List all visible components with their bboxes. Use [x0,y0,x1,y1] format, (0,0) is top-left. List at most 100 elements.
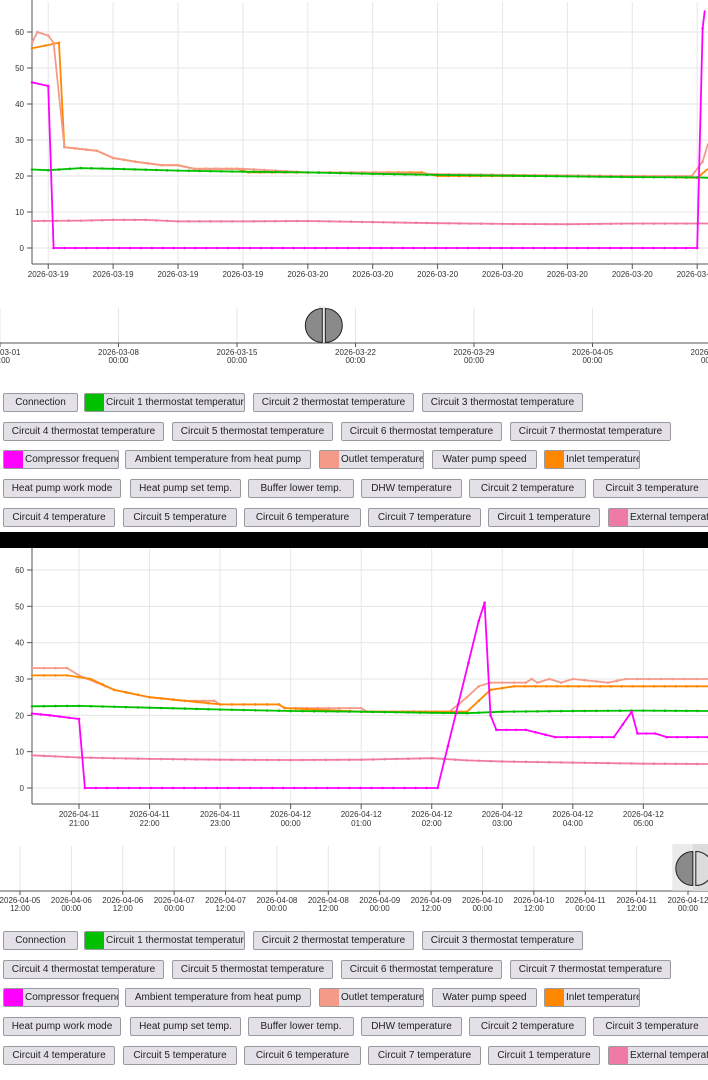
legend-toggle-circuit-2-thermostat-temperature[interactable]: Circuit 2 thermostat temperature [253,393,414,412]
legend-toggle-circuit-6-thermostat-temperature[interactable]: Circuit 6 thermostat temperature [341,421,502,441]
legend-toggle-circuit-2-temperature[interactable]: Circuit 2 temperature [469,1017,586,1037]
navigator-handle-left[interactable] [304,307,323,344]
legend-toggle-inlet-temperature[interactable]: Inlet temperature [544,450,640,470]
range-navigator-bottom[interactable]: 2026-04-0512:002026-04-0600:002026-04-06… [0,838,708,920]
legend-toggle-circuit-7-temperature[interactable]: Circuit 7 temperature [368,507,481,527]
legend-toggle-circuit-1-thermostat-temperature[interactable]: Circuit 1 thermostat temperature [84,931,245,950]
data-point [67,716,71,720]
legend-toggle-circuit-7-temperature[interactable]: Circuit 7 temperature [368,1045,481,1065]
data-point [295,170,299,174]
data-point [248,786,252,790]
data-point [218,708,222,711]
data-point [42,674,46,677]
navigator-label-date: 2026-04-08 [256,896,297,905]
legend-toggle-inlet-temperature[interactable]: Inlet temperature [544,988,640,1008]
legend-swatch [320,451,339,469]
data-point [193,786,197,790]
legend-label: Circuit 6 temperature [255,511,350,523]
data-point [30,219,34,223]
legend-toggle-compressor-frequency[interactable]: Compressor frequency [3,450,119,470]
legend-toggle-circuit-4-thermostat-temperature[interactable]: Circuit 4 thermostat temperature [3,421,164,441]
navigator-handle-left[interactable] [675,850,694,887]
legend-toggle-buffer-lower-temp[interactable]: Buffer lower temp. [248,479,354,499]
data-point [101,756,104,760]
panel-divider [0,532,708,548]
data-point [615,679,619,683]
legend-toggle-circuit-5-thermostat-temperature[interactable]: Circuit 5 thermostat temperature [172,959,333,979]
legend-toggle-circuit-6-temperature[interactable]: Circuit 6 temperature [244,507,361,527]
legend-label: Circuit 4 thermostat temperature [11,425,156,437]
navigator-label-time: 00:00 [678,904,699,913]
legend-toggle-circuit-3-thermostat-temperature[interactable]: Circuit 3 thermostat temperature [422,931,583,950]
data-point [117,246,121,250]
legend-toggle-circuit-7-thermostat-temperature[interactable]: Circuit 7 thermostat temperature [510,421,671,441]
legend-toggle-circuit-3-thermostat-temperature[interactable]: Circuit 3 thermostat temperature [422,393,583,412]
navigator-label-time: 12:00 [524,904,545,913]
legend-toggle-ambient-temperature-from-heat-pump[interactable]: Ambient temperature from heat pump [125,988,311,1008]
legend-toggle-circuit-4-temperature[interactable]: Circuit 4 temperature [3,1045,115,1065]
legend-toggle-circuit-5-thermostat-temperature[interactable]: Circuit 5 thermostat temperature [172,421,333,441]
legend-toggle-circuit-7-thermostat-temperature[interactable]: Circuit 7 thermostat temperature [510,959,671,979]
data-point [547,677,551,681]
data-point [390,246,394,250]
navigator-label-time: 00:00 [582,356,603,365]
data-point [218,758,222,761]
legend-toggle-external-temperature[interactable]: External temperature [608,1045,708,1065]
data-point [624,677,628,681]
legend-toggle-heat-pump-work-mode[interactable]: Heat pump work mode [3,479,121,499]
legend-toggle-circuit-6-temperature[interactable]: Circuit 6 temperature [244,1045,361,1065]
legend-toggle-external-temperature[interactable]: External temperature [608,507,708,527]
legend-toggle-circuit-1-thermostat-temperature[interactable]: Circuit 1 thermostat temperature [84,393,245,412]
legend-toggle-water-pump-speed[interactable]: Water pump speed [432,450,537,470]
x-tick-label-date: 2026-03-20 [482,270,523,279]
data-point [490,222,493,226]
legend-toggle-circuit-5-temperature[interactable]: Circuit 5 temperature [123,1045,237,1065]
legend-toggle-circuit-4-temperature[interactable]: Circuit 4 temperature [3,507,115,527]
range-navigator-top[interactable]: 2026-03-0100:002026-03-0800:002026-03-15… [0,290,708,372]
x-tick-label-time: 06:00 [687,279,708,280]
data-point [663,709,667,713]
data-point [436,221,439,225]
legend-toggle-compressor-frequency[interactable]: Compressor frequency [3,988,119,1008]
data-point [641,222,645,225]
data-point [571,709,575,713]
legend-toggle-connection[interactable]: Connection [3,931,78,950]
legend-toggle-outlet-temperature[interactable]: Outlet temperature [319,988,424,1008]
data-point [30,41,34,45]
legend-toggle-circuit-2-temperature[interactable]: Circuit 2 temperature [469,479,586,499]
legend-toggle-dhw-temperature[interactable]: DHW temperature [361,1017,462,1037]
legend-toggle-circuit-1-temperature[interactable]: Circuit 1 temperature [488,1045,600,1065]
legend-toggle-circuit-6-thermostat-temperature[interactable]: Circuit 6 thermostat temperature [341,959,502,979]
legend-swatch [609,1046,628,1064]
data-point [46,168,50,172]
legend-toggle-circuit-4-thermostat-temperature[interactable]: Circuit 4 thermostat temperature [3,959,164,979]
legend-toggle-heat-pump-set-temp[interactable]: Heat pump set temp. [130,1017,241,1037]
legend-toggle-heat-pump-set-temp[interactable]: Heat pump set temp. [130,479,241,499]
legend-toggle-dhw-temperature[interactable]: DHW temperature [361,479,462,499]
navigator-handle-right[interactable] [324,307,343,344]
data-point [423,246,426,250]
legend-toggle-circuit-1-temperature[interactable]: Circuit 1 temperature [488,507,600,527]
navigator-handle-right[interactable] [695,850,708,887]
data-point [642,762,645,765]
data-point [63,246,66,250]
legend-toggle-outlet-temperature[interactable]: Outlet temperature [319,450,424,470]
legend-toggle-circuit-3-temperature[interactable]: Circuit 3 temperature [593,479,708,499]
legend-toggle-heat-pump-work-mode[interactable]: Heat pump work mode [3,1017,121,1037]
data-point [566,222,569,226]
data-point [652,709,656,712]
data-point [575,246,579,250]
legend-toggle-connection[interactable]: Connection [3,393,78,412]
data-point [583,761,586,765]
data-point [165,219,169,223]
x-tick-label-time: 21:00 [103,279,124,280]
legend-toggle-buffer-lower-temp[interactable]: Buffer lower temp. [248,1017,354,1037]
data-point [383,757,386,761]
legend-toggle-circuit-5-temperature[interactable]: Circuit 5 temperature [123,507,237,527]
legend-toggle-water-pump-speed[interactable]: Water pump speed [432,988,537,1008]
legend-toggle-circuit-3-temperature[interactable]: Circuit 3 temperature [593,1017,708,1037]
data-point [583,709,586,713]
legend-toggle-ambient-temperature-from-heat-pump[interactable]: Ambient temperature from heat pump [125,450,311,470]
data-point [571,677,575,681]
legend-toggle-circuit-2-thermostat-temperature[interactable]: Circuit 2 thermostat temperature [253,931,414,950]
